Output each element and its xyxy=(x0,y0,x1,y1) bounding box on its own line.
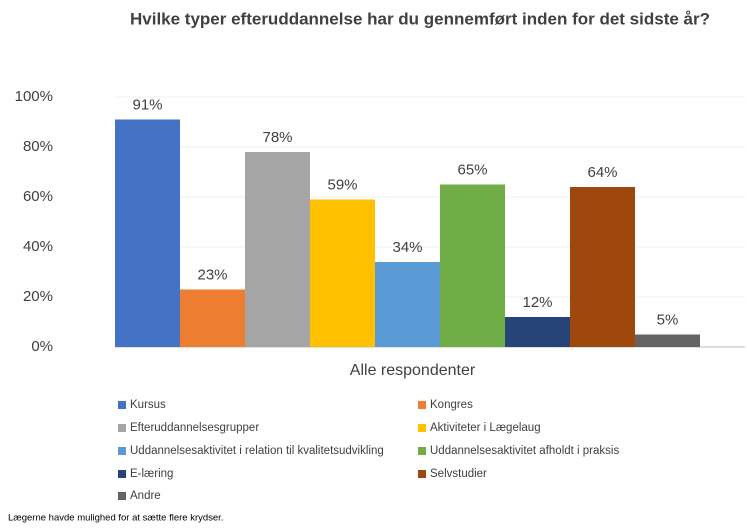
bar xyxy=(245,152,310,347)
y-tick-label: 20% xyxy=(23,288,53,305)
x-tick-label: Alle respondenter xyxy=(350,362,476,379)
footnote: Lægerne havde mulighed for at sætte fler… xyxy=(8,513,223,524)
legend-label: Selvstudier xyxy=(430,468,487,480)
bar xyxy=(505,317,570,347)
data-label: 23% xyxy=(197,266,227,283)
legend-label: Andre xyxy=(130,490,161,502)
legend-label: Uddannelsesaktivitet afholdt i praksis xyxy=(430,445,619,457)
legend-label: Uddannelsesaktivitet i relation til kval… xyxy=(130,445,384,457)
legend-swatch xyxy=(418,470,426,478)
data-label: 64% xyxy=(587,164,617,181)
bar xyxy=(440,184,505,347)
legend-swatch xyxy=(418,424,426,432)
legend-swatch xyxy=(418,447,426,455)
data-label: 34% xyxy=(392,239,422,256)
chart-title: Hvilke typer efteruddannelse har du genn… xyxy=(130,9,710,28)
y-tick-label: 80% xyxy=(23,138,53,155)
bar xyxy=(570,187,635,347)
legend-label: Aktiviteter i Lægelaug xyxy=(430,422,541,434)
data-label: 59% xyxy=(327,176,357,193)
bar xyxy=(115,119,180,347)
legend-label: Kongres xyxy=(430,399,473,411)
data-label: 12% xyxy=(522,294,552,311)
bar xyxy=(310,199,375,347)
y-tick-label: 60% xyxy=(23,188,53,205)
data-label: 5% xyxy=(657,311,679,328)
legend-swatch xyxy=(118,401,126,409)
legend-label: E-læring xyxy=(130,468,173,480)
legend-swatch xyxy=(118,424,126,432)
legend-label: Kursus xyxy=(130,399,166,411)
y-tick-label: 40% xyxy=(23,238,53,255)
bar xyxy=(375,262,440,347)
y-tick-label: 100% xyxy=(15,88,53,105)
data-label: 91% xyxy=(132,96,162,113)
legend-swatch xyxy=(118,470,126,478)
bar xyxy=(180,289,245,347)
legend-swatch xyxy=(118,447,126,455)
legend-swatch xyxy=(418,401,426,409)
legend-label: Efteruddannelsesgrupper xyxy=(130,422,259,434)
legend-swatch xyxy=(118,492,126,500)
data-label: 65% xyxy=(457,161,487,178)
data-label: 78% xyxy=(262,129,292,146)
y-tick-label: 0% xyxy=(31,338,53,355)
bar xyxy=(635,334,700,347)
